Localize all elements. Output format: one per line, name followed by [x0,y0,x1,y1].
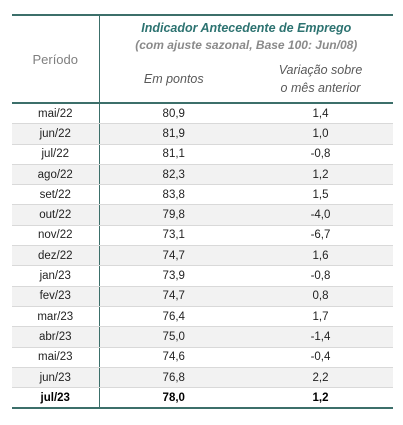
variation-cell: 1,0 [248,123,393,145]
period-cell: jul/23 [12,387,100,410]
period-cell: out/22 [12,204,100,226]
table-row: jun/22 81,9 1,0 [12,123,393,145]
points-header: Em pontos [99,56,248,104]
points-cell: 74,7 [99,245,248,267]
points-cell: 74,7 [99,286,248,307]
variation-cell: -4,0 [248,204,393,226]
points-cell: 76,4 [99,306,248,328]
table-row: mai/22 80,9 1,4 [12,103,393,125]
table-row: jun/23 76,8 2,2 [12,367,393,389]
period-cell: mar/23 [12,306,100,328]
table-subtitle: (com ajuste sazonal, Base 100: Jun/08) [135,38,358,52]
table-row: mar/23 76,4 1,7 [12,306,393,328]
table-row: set/22 83,8 1,5 [12,184,393,206]
period-header: Período [12,14,100,104]
variation-cell: 1,4 [248,103,393,125]
variation-cell: -0,4 [248,347,393,368]
points-cell: 73,9 [99,265,248,287]
table-title-cell: Indicador Antecedente de Emprego (com aj… [99,14,393,56]
variation-header: Variação sobre o mês anterior [248,56,393,104]
variation-cell: -6,7 [248,225,393,247]
variation-cell: 1,2 [248,164,393,186]
points-cell: 75,0 [99,326,248,348]
period-cell: jun/22 [12,123,100,145]
points-cell: 80,9 [99,103,248,125]
period-cell: dez/22 [12,245,100,267]
table-row: out/22 79,8 -4,0 [12,204,393,226]
variation-cell: 0,8 [248,286,393,307]
points-cell: 83,8 [99,184,248,206]
table-body: mai/22 80,9 1,4 jun/22 81,9 1,0 jul/22 81,1 -0,8… [12,103,393,410]
points-cell: 82,3 [99,164,248,186]
period-cell: jul/22 [12,144,100,165]
variation-cell: -1,4 [248,326,393,348]
variation-cell: 1,5 [248,184,393,206]
period-cell: ago/22 [12,164,100,186]
variation-cell: 1,6 [248,245,393,267]
table-row: mai/23 74,6 -0,4 [12,347,393,368]
period-cell: abr/23 [12,326,100,348]
period-cell: mai/22 [12,103,100,125]
variation-cell: 2,2 [248,367,393,389]
employment-indicator-table: Período Indicador Antecedente de Emprego… [12,14,393,410]
period-cell: nov/22 [12,225,100,247]
table-title: Indicador Antecedente de Emprego [141,21,352,35]
period-cell: jun/23 [12,367,100,389]
variation-header-line2: o mês anterior [280,81,361,95]
table-row: nov/22 73,1 -6,7 [12,225,393,247]
table-row: fev/23 74,7 0,8 [12,286,393,307]
table-row: jul/23 78,0 1,2 [12,387,393,410]
variation-cell: -0,8 [248,265,393,287]
table-row: dez/22 74,7 1,6 [12,245,393,267]
points-cell: 76,8 [99,367,248,389]
points-cell: 81,1 [99,144,248,165]
table-row: ago/22 82,3 1,2 [12,164,393,186]
points-cell: 79,8 [99,204,248,226]
table-row: abr/23 75,0 -1,4 [12,326,393,348]
points-cell: 73,1 [99,225,248,247]
period-cell: mai/23 [12,347,100,368]
variation-cell: 1,2 [248,387,393,410]
table-row: jan/23 73,9 -0,8 [12,265,393,287]
points-cell: 78,0 [99,387,248,410]
table-row: jul/22 81,1 -0,8 [12,144,393,165]
period-cell: jan/23 [12,265,100,287]
points-cell: 81,9 [99,123,248,145]
variation-header-line1: Variação sobre [278,63,363,77]
period-cell: set/22 [12,184,100,206]
period-cell: fev/23 [12,286,100,307]
variation-cell: -0,8 [248,144,393,165]
points-cell: 74,6 [99,347,248,368]
variation-cell: 1,7 [248,306,393,328]
